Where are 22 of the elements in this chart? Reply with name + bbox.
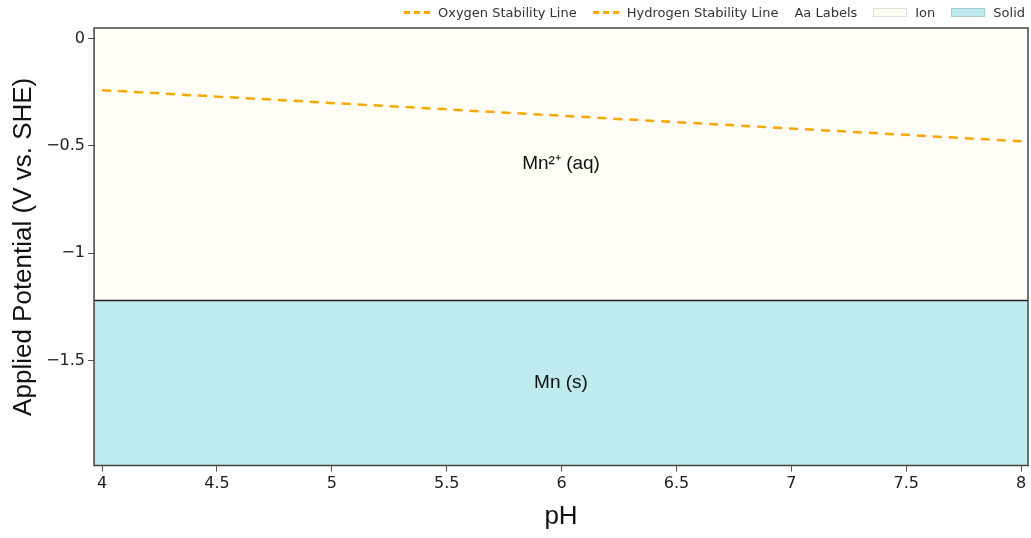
y-axis-title: Applied Potential (V vs. SHE) xyxy=(6,77,37,416)
x-tick-label: 4.5 xyxy=(204,473,230,493)
x-tick-label: 4 xyxy=(97,473,108,493)
y-tick-label: −1.5 xyxy=(46,349,86,369)
text: Solid xyxy=(993,5,1025,20)
band-label: Mn²⁺ (aq) xyxy=(522,152,600,174)
x-tick-label: 5 xyxy=(326,473,337,493)
x-tick-label: 5.5 xyxy=(434,473,460,493)
legend-label: Hydrogen Stability Line xyxy=(626,5,779,20)
x-tick-label: 7.5 xyxy=(893,473,919,493)
y-tick-label: −0.5 xyxy=(46,135,86,155)
band-label: Mn (s) xyxy=(534,371,588,393)
x-tick-label: 7 xyxy=(786,473,797,493)
legend-label: Oxygen Stability Line xyxy=(437,5,577,20)
x-tick-label: 6 xyxy=(556,473,567,493)
x-axis-title: pH xyxy=(544,499,578,530)
text: Ion xyxy=(915,5,936,20)
x-tick-label: 8 xyxy=(1016,473,1027,493)
text: Aa Labels xyxy=(794,5,858,20)
x-tick-label: 6.5 xyxy=(663,473,690,493)
y-tick-label: 0 xyxy=(74,27,86,47)
y-tick-label: −1 xyxy=(61,242,86,262)
